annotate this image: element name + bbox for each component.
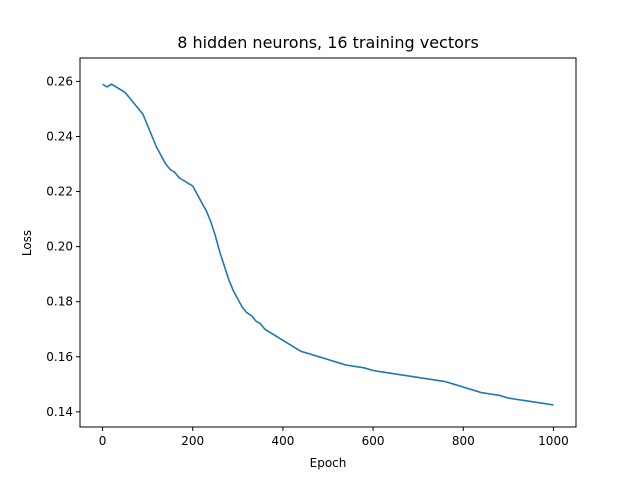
x-tick-label: 200 xyxy=(181,434,204,448)
y-axis-ticks: 0.14 0.16 0.18 0.20 0.22 0.24 0.26 xyxy=(46,74,80,419)
y-tick-label: 0.24 xyxy=(46,129,73,143)
x-tick-label: 1000 xyxy=(538,434,569,448)
x-tick-label: 0 xyxy=(99,434,107,448)
x-tick-label: 600 xyxy=(362,434,385,448)
x-tick-label: 400 xyxy=(271,434,294,448)
y-axis-label: Loss xyxy=(20,230,34,256)
x-axis-label: Epoch xyxy=(310,456,347,470)
axes-frame xyxy=(79,57,577,428)
loss-series-line xyxy=(102,83,554,406)
chart-title: 8 hidden neurons, 16 training vectors xyxy=(177,33,479,52)
y-tick-label: 0.14 xyxy=(46,405,73,419)
y-tick-label: 0.22 xyxy=(46,185,73,199)
x-axis-ticks: 0 200 400 600 800 1000 xyxy=(99,427,569,448)
y-tick-label: 0.18 xyxy=(46,295,73,309)
x-tick-label: 800 xyxy=(452,434,475,448)
y-tick-label: 0.26 xyxy=(46,74,73,88)
y-tick-label: 0.16 xyxy=(46,350,73,364)
series-layer xyxy=(102,83,554,406)
y-tick-label: 0.20 xyxy=(46,240,73,254)
plot-area xyxy=(79,57,577,428)
